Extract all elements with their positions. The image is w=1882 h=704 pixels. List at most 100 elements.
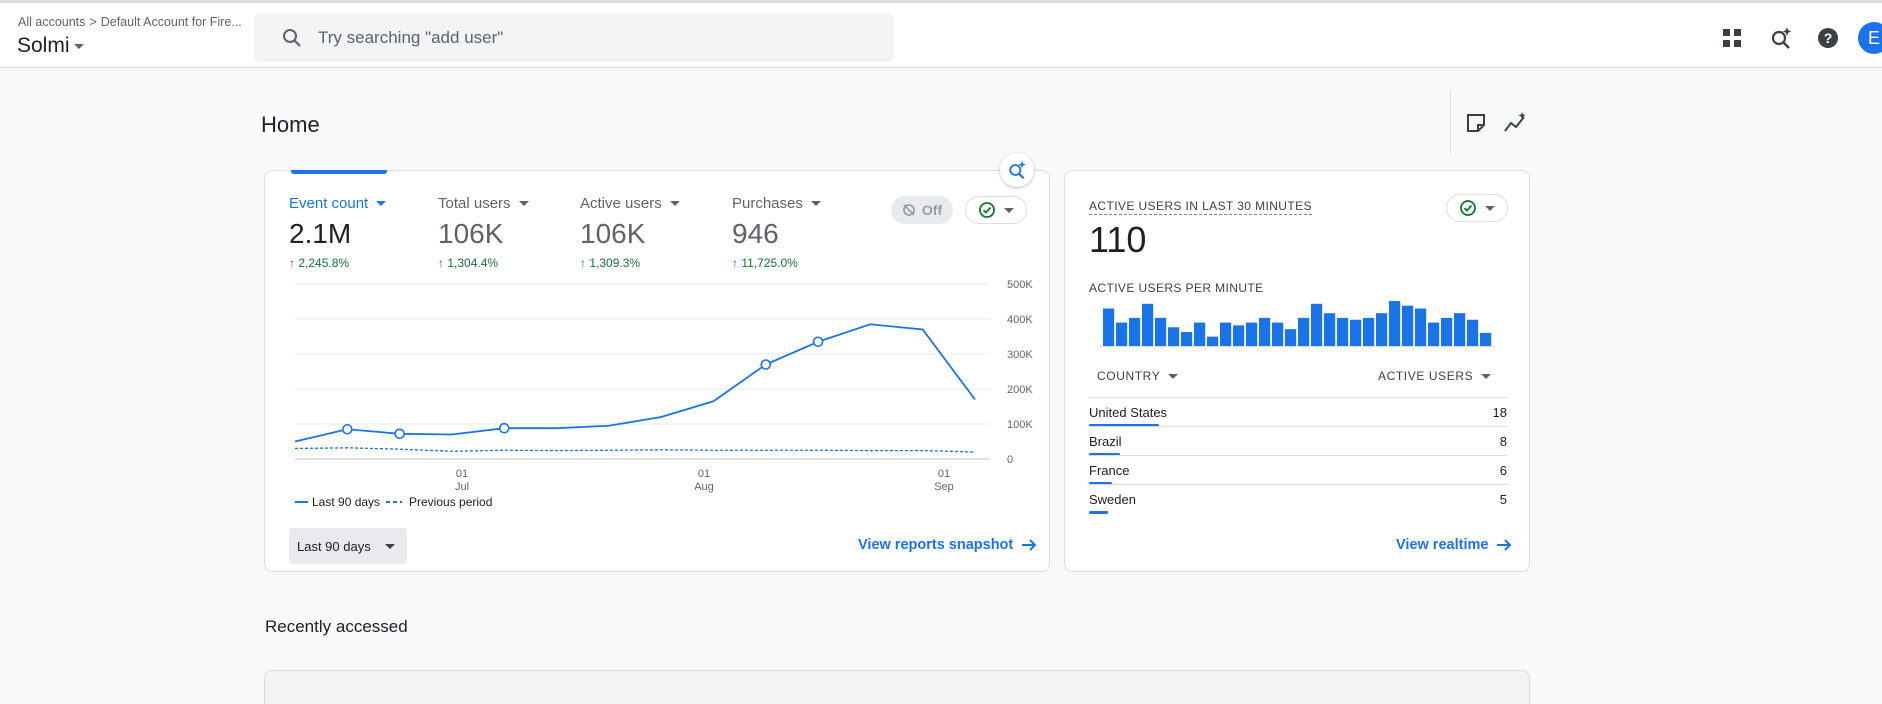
metric-label-purchases[interactable]: Purchases bbox=[732, 195, 821, 212]
metric-value: 2.1M bbox=[289, 218, 352, 249]
per-minute-bar bbox=[1233, 325, 1245, 346]
y-tick-label: 100K bbox=[1007, 419, 1033, 431]
per-minute-bar-chart bbox=[1099, 301, 1495, 347]
breadcrumb-all-accounts[interactable]: All accounts bbox=[18, 15, 86, 29]
check-circle-icon bbox=[1460, 200, 1476, 216]
realtime-data-quality-status[interactable] bbox=[1446, 194, 1508, 222]
share-bar bbox=[1089, 424, 1159, 427]
data-point-marker bbox=[394, 428, 405, 440]
active-users-count: 8 bbox=[1499, 434, 1507, 449]
recently-accessed-title: Recently accessed bbox=[265, 617, 408, 636]
y-tick-label: 200K bbox=[1007, 384, 1033, 396]
check-circle-icon bbox=[979, 202, 995, 218]
property-selector[interactable]: Solmi bbox=[17, 34, 84, 58]
per-minute-bar bbox=[1428, 322, 1440, 346]
table-row[interactable]: United States 18 bbox=[1089, 397, 1507, 427]
chevron-down-icon bbox=[810, 201, 821, 206]
metric-change: ↑ 1,304.4% bbox=[438, 256, 499, 270]
table-row[interactable]: Brazil 8 bbox=[1089, 426, 1507, 456]
metric-value: 946 bbox=[732, 218, 779, 249]
metric-value: 106K bbox=[438, 218, 504, 249]
per-minute-bar bbox=[1129, 317, 1141, 346]
per-minute-bar bbox=[1168, 327, 1180, 346]
date-range-button[interactable]: Last 90 days bbox=[289, 528, 407, 564]
overview-line-chart: 500K400K300K200K100K001Jul01Aug01SepLast… bbox=[294, 279, 1033, 509]
breadcrumb-separator: > bbox=[89, 15, 97, 29]
metric-change-value: 1,304.4% bbox=[447, 256, 499, 270]
x-tick-month: Aug bbox=[694, 481, 714, 493]
search-bar[interactable]: Try searching "add user" bbox=[254, 14, 894, 62]
metric-label-active-users[interactable]: Active users bbox=[580, 195, 680, 212]
y-tick-label: 400K bbox=[1007, 314, 1033, 326]
chevron-down-icon bbox=[384, 543, 395, 549]
metric-active-users[interactable]: Active users 106K ↑ 1,309.3% bbox=[580, 195, 680, 270]
recently-accessed-card bbox=[264, 670, 1530, 704]
insights-button[interactable] bbox=[1000, 153, 1034, 187]
avatar[interactable]: E bbox=[1858, 22, 1882, 54]
insights-icon[interactable] bbox=[1502, 110, 1528, 136]
metric-purchases[interactable]: Purchases 946 ↑ 11,725.0% bbox=[732, 195, 821, 270]
realtime-value: 110 bbox=[1089, 219, 1147, 260]
table-row[interactable]: France 6 bbox=[1089, 455, 1507, 485]
metric-label-event-count[interactable]: Event count bbox=[289, 195, 387, 212]
chevron-down-icon bbox=[1004, 207, 1014, 213]
metric-label-total-users[interactable]: Total users bbox=[438, 195, 529, 212]
per-minute-bar bbox=[1142, 303, 1154, 346]
metric-label: Active users bbox=[580, 195, 662, 212]
country-name: Brazil bbox=[1089, 434, 1122, 449]
per-minute-bar bbox=[1337, 317, 1349, 346]
date-range-label: Last 90 days bbox=[297, 538, 371, 554]
view-realtime-link[interactable]: View realtime bbox=[1396, 537, 1512, 553]
top-bar: All accounts > Default Account for Fire...… bbox=[0, 0, 1882, 68]
per-minute-bar bbox=[1220, 322, 1232, 346]
metric-change: ↑ 11,725.0% bbox=[732, 256, 798, 270]
svg-text:?: ? bbox=[1824, 30, 1833, 46]
apps-grid-icon[interactable] bbox=[1719, 25, 1745, 51]
country-name: France bbox=[1089, 463, 1130, 478]
chevron-down-icon bbox=[1485, 205, 1495, 211]
breadcrumb[interactable]: All accounts > Default Account for Fire... bbox=[18, 15, 242, 29]
metric-value: 106K bbox=[580, 218, 646, 249]
metric-label: Purchases bbox=[732, 195, 803, 212]
chevron-down-icon bbox=[1168, 373, 1179, 379]
property-name: Solmi bbox=[17, 34, 70, 57]
realtime-title[interactable]: ACTIVE USERS IN LAST 30 MINUTES bbox=[1089, 199, 1312, 215]
metric-event-count[interactable]: Event count 2.1M ↑ 2,245.8% bbox=[289, 195, 387, 270]
note-icon[interactable] bbox=[1463, 110, 1489, 136]
toggle-label: Off bbox=[921, 202, 943, 218]
arrow-right-icon bbox=[1497, 539, 1512, 551]
view-reports-snapshot-link[interactable]: View reports snapshot bbox=[858, 537, 1037, 553]
per-minute-bar bbox=[1363, 317, 1375, 346]
active-tab-indicator bbox=[291, 170, 387, 174]
column-header-active-users[interactable]: ACTIVE USERS bbox=[1378, 369, 1492, 383]
per-minute-bar bbox=[1441, 317, 1453, 346]
comparison-toggle[interactable]: Off bbox=[891, 196, 953, 224]
help-icon[interactable]: ? bbox=[1815, 25, 1841, 51]
breadcrumb-account[interactable]: Default Account for Fire... bbox=[100, 15, 242, 29]
anomaly-icon bbox=[902, 204, 915, 216]
x-tick-month: Sep bbox=[934, 481, 954, 493]
per-minute-bar bbox=[1116, 322, 1128, 346]
overview-card: Event count 2.1M ↑ 2,245.8% Total users … bbox=[264, 153, 1050, 572]
per-minute-bar bbox=[1311, 303, 1323, 346]
data-point-marker bbox=[498, 422, 510, 434]
per-minute-bar bbox=[1194, 322, 1206, 346]
metric-total-users[interactable]: Total users 106K ↑ 1,304.4% bbox=[438, 195, 529, 270]
metric-change-value: 2,245.8% bbox=[298, 256, 350, 270]
per-minute-bar bbox=[1285, 329, 1297, 346]
per-minute-bar bbox=[1415, 308, 1427, 346]
data-point-marker bbox=[342, 423, 353, 435]
chevron-down-icon bbox=[1481, 373, 1492, 379]
table-row[interactable]: Sweden 5 bbox=[1089, 484, 1507, 514]
country-name: United States bbox=[1089, 405, 1168, 420]
per-minute-bar bbox=[1376, 313, 1388, 346]
realtime-card: ACTIVE USERS IN LAST 30 MINUTES 110 ACTI… bbox=[1064, 170, 1530, 572]
header-divider bbox=[1450, 90, 1451, 154]
column-header-label: ACTIVE USERS bbox=[1378, 369, 1474, 383]
column-header-country[interactable]: COUNTRY bbox=[1097, 369, 1179, 383]
metric-change: ↑ 1,309.3% bbox=[580, 256, 641, 270]
per-minute-label: ACTIVE USERS PER MINUTE bbox=[1089, 281, 1264, 295]
search-insights-icon[interactable] bbox=[1768, 25, 1794, 51]
data-quality-status[interactable] bbox=[965, 196, 1027, 224]
search-placeholder: Try searching "add user" bbox=[318, 28, 504, 47]
